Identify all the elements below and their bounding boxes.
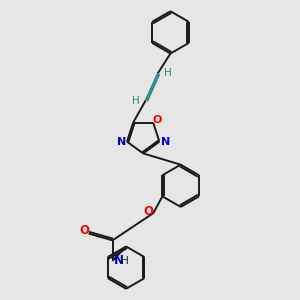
Text: N: N — [114, 254, 124, 267]
Text: O: O — [79, 224, 89, 237]
Text: O: O — [153, 115, 162, 125]
Text: H: H — [121, 256, 128, 266]
Text: O: O — [144, 205, 154, 218]
Text: H: H — [164, 68, 172, 78]
Text: N: N — [117, 136, 126, 147]
Text: N: N — [160, 136, 170, 147]
Text: H: H — [132, 96, 140, 106]
